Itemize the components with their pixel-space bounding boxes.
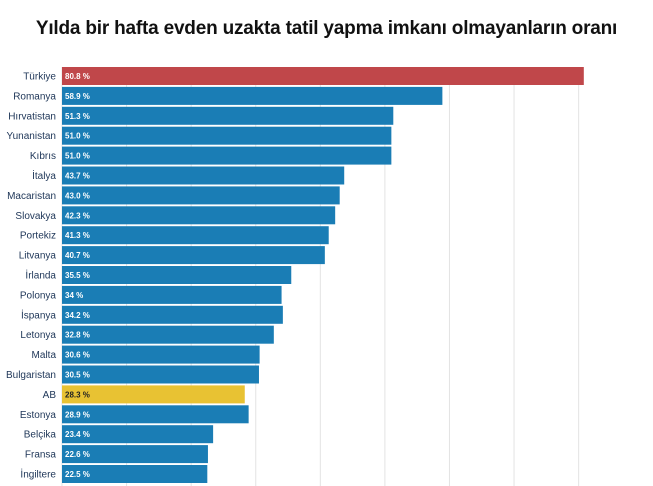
bar bbox=[62, 465, 208, 483]
value-label: 30.6 % bbox=[65, 351, 90, 360]
bar bbox=[62, 106, 394, 125]
category-label: İtalya bbox=[32, 169, 56, 182]
category-labels: Türkiye Romanya Hırvatistan Yunanistan Kıbrı… bbox=[6, 72, 56, 481]
chart-title: Yılda bir hafta evden uzakta tatil yapma… bbox=[35, 18, 618, 39]
category-label: İspanya bbox=[21, 308, 56, 321]
value-label: 42.3 % bbox=[65, 211, 90, 220]
category-label: AB bbox=[43, 390, 57, 401]
bar bbox=[62, 226, 329, 245]
value-label: 23.4 % bbox=[65, 430, 90, 439]
bar bbox=[62, 146, 392, 165]
category-label: Letonya bbox=[20, 330, 56, 341]
category-label: Belçika bbox=[24, 430, 57, 441]
bar bbox=[62, 86, 443, 105]
category-label: Estonya bbox=[20, 410, 57, 421]
category-label: Malta bbox=[32, 350, 57, 361]
bar bbox=[62, 266, 292, 284]
category-label: Polonya bbox=[20, 290, 57, 301]
value-label: 34 % bbox=[65, 291, 83, 300]
category-label: Slovakya bbox=[15, 211, 56, 222]
bar bbox=[62, 166, 345, 185]
bar bbox=[62, 405, 249, 424]
bar bbox=[62, 126, 392, 145]
bar bbox=[62, 385, 245, 404]
category-label: Litvanya bbox=[19, 251, 57, 262]
category-label: Bulgaristan bbox=[6, 370, 56, 381]
value-label: 51.3 % bbox=[65, 112, 90, 121]
value-label: 51.0 % bbox=[65, 152, 90, 161]
value-label: 51.0 % bbox=[65, 132, 90, 141]
bar bbox=[62, 445, 208, 464]
bar bbox=[62, 425, 214, 444]
category-label: İngiltere bbox=[20, 468, 56, 481]
bar bbox=[62, 305, 283, 324]
category-label: Yunanistan bbox=[7, 131, 57, 142]
value-label: 43.7 % bbox=[65, 172, 90, 181]
value-label: 43.0 % bbox=[65, 191, 90, 200]
category-label: Portekiz bbox=[20, 231, 56, 242]
value-label: 58.9 % bbox=[65, 92, 90, 101]
bar bbox=[62, 345, 260, 364]
value-labels: 80.8 % 58.9 % 51.3 % 51.0 % 51.0 % 43.7 % 43.0… bbox=[65, 72, 90, 479]
value-label: 80.8 % bbox=[65, 72, 90, 81]
category-label: Türkiye bbox=[23, 72, 56, 83]
value-label: 22.6 % bbox=[65, 450, 90, 459]
value-label: 34.2 % bbox=[65, 311, 90, 320]
bar bbox=[62, 365, 259, 384]
category-label: Kıbrıs bbox=[30, 151, 56, 162]
category-label: Hırvatistan bbox=[8, 111, 56, 122]
value-label: 35.5 % bbox=[65, 271, 90, 280]
value-label: 30.5 % bbox=[65, 371, 90, 380]
bar bbox=[62, 206, 336, 225]
bar bbox=[62, 67, 584, 85]
value-label: 22.5 % bbox=[65, 470, 90, 479]
value-label: 32.8 % bbox=[65, 331, 90, 340]
bar bbox=[62, 285, 282, 304]
bar bbox=[62, 246, 325, 265]
category-label: Fransa bbox=[25, 450, 57, 461]
bars bbox=[62, 67, 584, 483]
category-label: İrlanda bbox=[25, 269, 56, 282]
value-label: 28.3 % bbox=[65, 390, 90, 399]
value-label: 40.7 % bbox=[65, 251, 90, 260]
category-label: Macaristan bbox=[7, 191, 56, 202]
category-label: Romanya bbox=[13, 91, 56, 102]
value-label: 28.9 % bbox=[65, 410, 90, 419]
value-label: 41.3 % bbox=[65, 231, 90, 240]
bar bbox=[62, 325, 274, 344]
bar bbox=[62, 186, 340, 205]
